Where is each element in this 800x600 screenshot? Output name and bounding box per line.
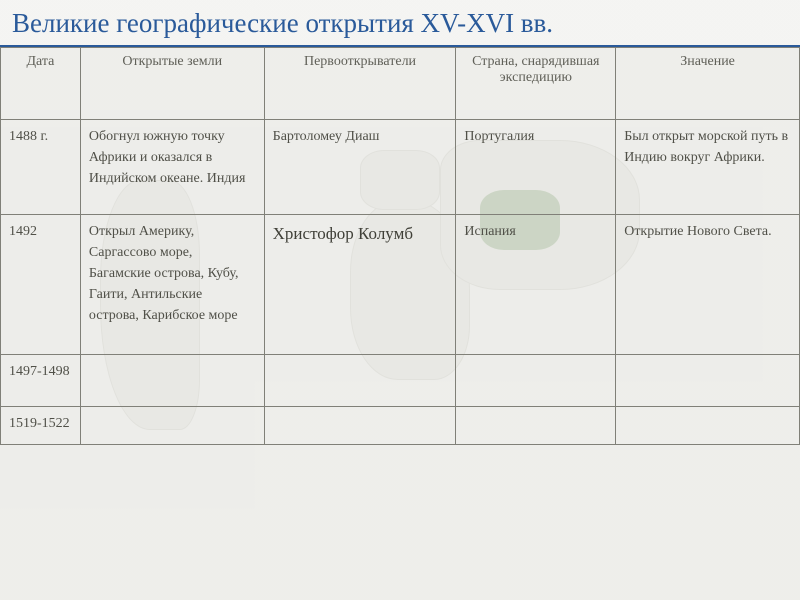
cell-meaning: Был открыт морской путь в Индию вокруг А… [616,120,800,215]
cell-date: 1497-1498 [1,355,81,407]
cell-meaning [616,407,800,445]
table-header-row: Дата Открытые земли Первооткрыватели Стр… [1,48,800,120]
table-row: 1497-1498 [1,355,800,407]
discoveries-table: Дата Открытые земли Первооткрыватели Стр… [0,47,800,445]
header-meaning: Значение [616,48,800,120]
table-row: 1519-1522 [1,407,800,445]
cell-country: Испания [456,215,616,355]
header-country: Страна, снарядившая экспедицию [456,48,616,120]
header-lands: Открытые земли [80,48,264,120]
cell-meaning [616,355,800,407]
cell-meaning: Открытие Нового Света. [616,215,800,355]
content-wrapper: Великие географические открытия XV-XVI в… [0,0,800,600]
header-discoverer: Первооткрыватели [264,48,456,120]
cell-lands [80,407,264,445]
cell-lands: Обогнул южную точку Африки и оказался в … [80,120,264,215]
cell-lands [80,355,264,407]
cell-discoverer [264,355,456,407]
header-date: Дата [1,48,81,120]
cell-date: 1519-1522 [1,407,81,445]
cell-lands: Открыл Америку, Саргассово море, Багамск… [80,215,264,355]
cell-discoverer: Бартоломеу Диаш [264,120,456,215]
cell-discoverer: Христофор Колумб [264,215,456,355]
table-row: 1492 Открыл Америку, Саргассово море, Ба… [1,215,800,355]
cell-date: 1488 г. [1,120,81,215]
cell-country [456,407,616,445]
table-row: 1488 г. Обогнул южную точку Африки и ока… [1,120,800,215]
cell-country: Португалия [456,120,616,215]
page-title: Великие географические открытия XV-XVI в… [0,0,800,45]
cell-discoverer [264,407,456,445]
cell-country [456,355,616,407]
cell-date: 1492 [1,215,81,355]
